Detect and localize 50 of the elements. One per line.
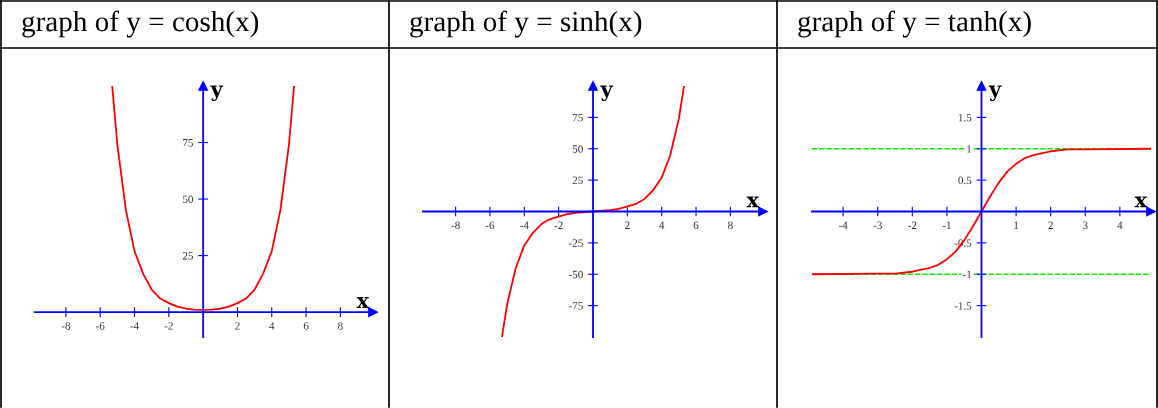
y-tick-label: -1	[962, 270, 972, 279]
x-tick-label: -4	[130, 322, 139, 330]
y-tick-label: 1.5	[958, 113, 972, 122]
x-tick-label: 4	[1117, 221, 1123, 229]
x-tick-label: 6	[693, 221, 699, 230]
x-tick-label: 8	[728, 221, 733, 230]
x-tick-label: 4	[659, 221, 665, 229]
x-tick-label: 1	[1014, 221, 1019, 229]
chart-title: graph of y = sinh(x)	[410, 10, 642, 38]
chart-title: graph of y = tanh(x)	[798, 10, 1031, 38]
y-tick-label: 50	[572, 145, 583, 153]
x-tick-label: -6	[485, 221, 495, 230]
x-tick-label: -2	[164, 322, 173, 330]
x-tick-label: -4	[520, 221, 529, 229]
x-tick-label: 3	[1083, 221, 1088, 230]
x-axis-title: x	[1134, 196, 1148, 208]
y-tick-label: -25	[568, 239, 583, 247]
x-tick-label: 2	[1048, 221, 1053, 229]
y-tick-label: 25	[572, 176, 583, 185]
x-tick-label: 2	[235, 322, 240, 330]
y-tick-label: 1	[967, 145, 972, 153]
y-tick-label: -75	[568, 302, 583, 310]
y-tick-label: -50	[568, 270, 583, 279]
x-tick-label: 6	[303, 322, 309, 330]
x-tick-label: -2	[908, 221, 917, 229]
y-tick-label: 25	[182, 252, 193, 260]
y-tick-label: 75	[183, 139, 193, 147]
x-tick-label: -8	[61, 322, 71, 330]
line-series	[812, 147, 1151, 276]
line-series	[111, 86, 295, 311]
x-tick-label: -6	[95, 322, 105, 330]
y-tick-label: -1.5	[954, 302, 972, 310]
x-tick-label: -2	[554, 221, 563, 229]
y-tick-label: 0.5	[958, 176, 972, 185]
y-axis-title: y	[210, 85, 224, 102]
x-tick-label: 4	[269, 322, 275, 330]
x-tick-label: -3	[873, 221, 882, 230]
x-axis-title: x	[746, 196, 760, 208]
x-tick-label: 2	[625, 221, 630, 229]
x-tick-label: -1	[942, 221, 951, 229]
x-tick-label: -4	[838, 221, 848, 229]
y-axis-title: y	[988, 85, 1002, 102]
y-tick-label: 75	[572, 113, 583, 122]
x-tick-label: 8	[338, 322, 343, 330]
x-tick-label: -8	[451, 221, 460, 230]
x-axis-title: x	[356, 297, 370, 308]
line-series	[501, 86, 685, 337]
y-tick-label: 50	[182, 195, 193, 204]
y-axis-title: y	[600, 85, 614, 102]
chart-title: graph of y = cosh(x)	[22, 10, 259, 38]
